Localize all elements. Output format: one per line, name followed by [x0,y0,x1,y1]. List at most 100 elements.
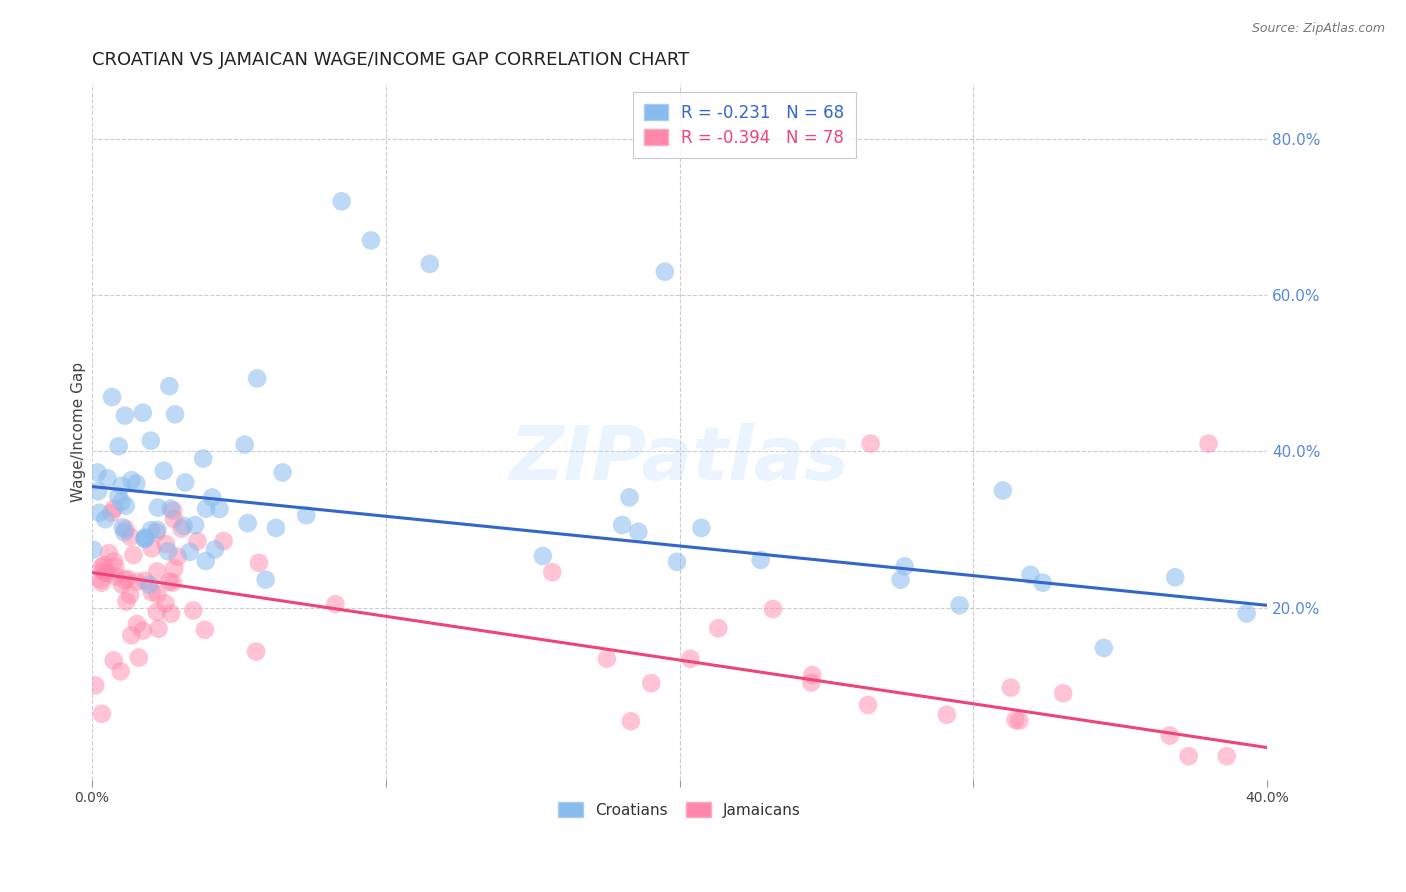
Point [1000,681,1022,695]
Point [749,553,772,567]
Point [165,407,187,421]
Point [619,491,641,505]
Point [179,545,201,559]
Point [246,371,269,385]
Point [132,624,155,638]
Point [195,501,218,516]
Point [254,573,277,587]
Point [105,569,128,583]
Point [163,561,186,575]
Point [94,512,117,526]
Point [935,707,957,722]
Point [107,489,129,503]
Point [157,574,180,589]
Point [93,558,115,572]
Point [233,437,256,451]
Point [107,439,129,453]
Point [90,573,112,587]
Point [134,532,156,546]
Point [163,512,186,526]
Point [121,473,143,487]
Point [610,518,633,533]
Point [120,588,142,602]
Point [166,549,188,564]
Point [208,502,231,516]
Point [181,603,204,617]
Point [159,501,181,516]
Point [103,554,125,568]
Point [531,549,554,563]
Y-axis label: Wage/Income Gap: Wage/Income Gap [72,362,86,502]
Point [194,623,217,637]
Point [893,559,915,574]
Point [856,698,879,712]
Point [114,573,136,587]
Point [100,506,122,520]
Point [174,475,197,490]
Point [1216,749,1239,764]
Point [184,518,207,533]
Point [114,499,136,513]
Point [1004,713,1026,727]
Point [87,484,110,499]
Point [138,577,160,591]
Point [132,406,155,420]
Point [120,628,142,642]
Point [627,524,650,539]
Point [146,523,169,537]
Point [114,409,136,423]
Point [541,565,564,579]
Point [204,542,226,557]
Point [707,621,730,635]
Point [330,194,353,209]
Point [186,534,208,549]
Text: Source: ZipAtlas.com: Source: ZipAtlas.com [1251,22,1385,36]
Point [86,466,108,480]
Point [110,495,132,509]
Point [212,534,235,549]
Point [264,521,287,535]
Point [157,544,180,558]
Text: CROATIAN VS JAMAICAN WAGE/INCOME GAP CORRELATION CHART: CROATIAN VS JAMAICAN WAGE/INCOME GAP COR… [91,51,689,69]
Point [125,574,148,589]
Point [1164,570,1187,584]
Point [162,575,184,590]
Point [97,566,120,580]
Point [82,542,104,557]
Point [859,436,882,450]
Point [103,501,125,516]
Point [117,572,139,586]
Point [323,597,346,611]
Point [162,503,184,517]
Point [236,516,259,530]
Point [139,434,162,448]
Point [295,508,318,523]
Legend: Croatians, Jamaicans: Croatians, Jamaicans [553,797,807,824]
Point [1019,567,1042,582]
Point [1159,729,1181,743]
Point [141,541,163,556]
Point [1092,640,1115,655]
Point [145,525,167,540]
Point [101,390,124,404]
Point [800,675,823,690]
Point [120,530,142,544]
Point [1236,607,1258,621]
Point [111,520,134,534]
Point [948,599,970,613]
Point [620,714,643,729]
Point [160,607,183,621]
Point [1198,436,1220,450]
Point [115,594,138,608]
Point [155,596,177,610]
Point [194,554,217,568]
Point [146,565,169,579]
Point [90,575,112,590]
Point [889,573,911,587]
Point [1177,749,1199,764]
Point [146,587,169,601]
Point [679,652,702,666]
Point [139,523,162,537]
Point [125,617,148,632]
Point [271,466,294,480]
